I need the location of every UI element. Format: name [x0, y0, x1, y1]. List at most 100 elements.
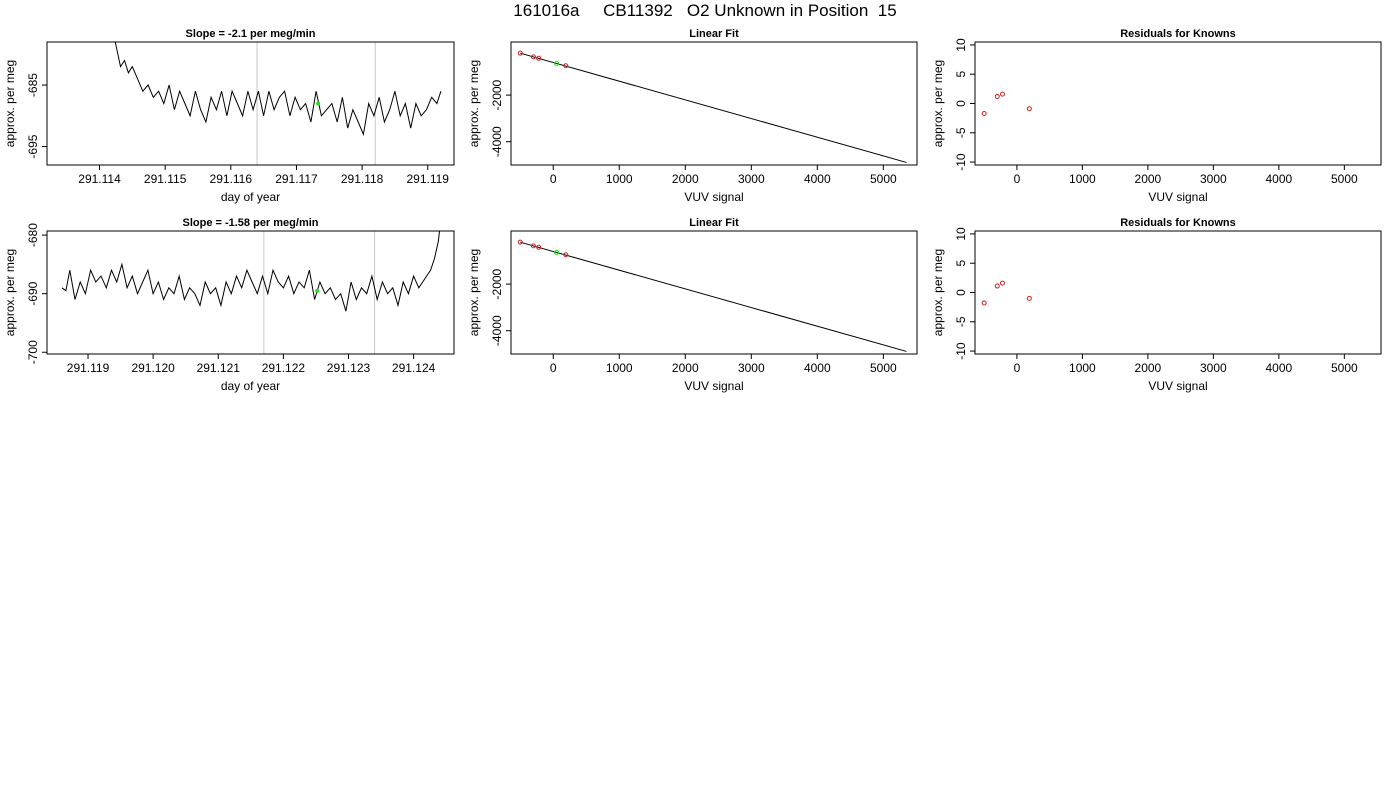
x-tick-label: 1000 [1069, 361, 1096, 375]
data-point [563, 252, 569, 258]
data-point [1026, 295, 1032, 301]
x-axis-label: VUV signal [1148, 190, 1207, 204]
x-tick-label: 0 [1014, 361, 1021, 375]
x-tick-label: 4000 [804, 172, 831, 186]
plot-frame [974, 230, 1382, 355]
panel-title: Linear Fit [689, 28, 739, 40]
plot-area [517, 239, 907, 352]
trace-top-panel: Slope = -2.1 per meg/min day of year appro… [3, 28, 455, 204]
highlight-point [315, 288, 320, 293]
y-axis-label: approx. per meg [467, 60, 481, 147]
y-axis-label: approx. per meg [3, 249, 17, 336]
x-tick-label: 0 [1014, 172, 1021, 186]
y-tick-label: -5 [954, 316, 968, 327]
y-tick-label: 5 [954, 71, 968, 78]
x-tick-label: 291.121 [197, 361, 241, 375]
x-tick-label: 3000 [1200, 172, 1227, 186]
x-tick-label: 1000 [1069, 172, 1096, 186]
y-tick-label: 5 [954, 260, 968, 267]
panel-title: Residuals for Knowns [1120, 217, 1236, 229]
x-tick-label: 1000 [606, 361, 633, 375]
plot-frame [46, 230, 455, 355]
plot-frame [510, 41, 918, 166]
y-tick-label: -10 [954, 153, 968, 171]
x-axis-label: VUV signal [1148, 379, 1207, 393]
x-tick-label: 2000 [672, 361, 699, 375]
plot-frame [510, 230, 918, 355]
data-line [61, 231, 441, 312]
plot-area [981, 91, 1032, 116]
x-tick-label: 5000 [1331, 172, 1358, 186]
data-point [536, 55, 542, 61]
data-point [1000, 91, 1006, 97]
data-line [114, 42, 442, 137]
y-tick-label: 10 [954, 227, 968, 241]
resid-bottom-panel: Residuals for Knowns VUV signal approx. pe… [931, 217, 1382, 393]
y-tick-label: -700 [26, 340, 40, 364]
panel-title: Linear Fit [689, 217, 739, 229]
data-point [554, 249, 560, 255]
x-tick-label: 291.117 [275, 172, 318, 186]
fit-line [520, 241, 907, 352]
x-axis-label: VUV signal [684, 379, 743, 393]
data-point [517, 50, 523, 56]
x-tick-label: 5000 [1331, 361, 1358, 375]
y-tick-label: -680 [26, 223, 40, 247]
x-axis-label: day of year [221, 190, 280, 204]
x-tick-label: 4000 [804, 361, 831, 375]
data-point [1026, 106, 1032, 112]
x-tick-label: 4000 [1265, 361, 1292, 375]
data-point [530, 243, 536, 249]
data-point [994, 93, 1000, 99]
panel-title: Slope = -2.1 per meg/min [186, 28, 316, 40]
x-tick-label: 291.115 [144, 172, 187, 186]
x-tick-label: 2000 [1135, 361, 1162, 375]
x-tick-label: 0 [550, 172, 557, 186]
y-tick-label: 0 [954, 100, 968, 107]
y-tick-label: -4000 [490, 126, 504, 157]
data-point [981, 110, 987, 116]
x-tick-label: 291.114 [78, 172, 121, 186]
plot-frame [974, 41, 1382, 166]
plot-area [61, 231, 441, 312]
x-tick-label: 3000 [1200, 361, 1227, 375]
plot-frame [46, 41, 455, 166]
data-point [517, 239, 523, 245]
data-point [1000, 280, 1006, 286]
y-tick-label: 10 [954, 38, 968, 52]
y-tick-label: -4000 [490, 315, 504, 346]
x-tick-label: 291.123 [327, 361, 371, 375]
y-tick-label: -685 [26, 73, 40, 97]
y-tick-label: 0 [954, 289, 968, 296]
x-tick-label: 291.116 [210, 172, 253, 186]
x-tick-label: 3000 [738, 172, 765, 186]
y-tick-label: -695 [26, 134, 40, 158]
fit-bottom-panel: Linear Fit VUV signal approx. per meg 0 1000… [467, 217, 918, 393]
x-tick-label: 5000 [870, 361, 897, 375]
x-tick-label: 4000 [1265, 172, 1292, 186]
data-point [994, 283, 1000, 289]
resid-top-panel: Residuals for Knowns VUV signal approx. pe… [931, 28, 1382, 204]
data-point [981, 300, 987, 306]
panel-title: Residuals for Knowns [1120, 28, 1236, 40]
trace-bottom-panel: Slope = -1.58 per meg/min day of year appr… [3, 217, 455, 393]
data-point [536, 244, 542, 250]
x-tick-label: 2000 [672, 172, 699, 186]
fit-top-panel: Linear Fit VUV signal approx. per meg 0 1000… [467, 28, 918, 204]
panel-title: Slope = -1.58 per meg/min [182, 217, 318, 229]
x-tick-label: 291.119 [406, 172, 449, 186]
data-point [554, 60, 560, 66]
x-tick-label: 5000 [870, 172, 897, 186]
x-axis-label: VUV signal [684, 190, 743, 204]
plot-area [517, 50, 907, 163]
y-tick-label: -10 [954, 342, 968, 360]
plot-area [981, 280, 1032, 306]
x-tick-label: 291.119 [67, 361, 110, 375]
y-axis-label: approx. per meg [931, 249, 945, 336]
x-tick-label: 291.118 [341, 172, 384, 186]
figure-title: 161016a CB11392 O2 Unknown in Position 1… [513, 1, 897, 20]
x-axis-label: day of year [221, 379, 280, 393]
y-axis-label: approx. per meg [931, 60, 945, 147]
x-tick-label: 3000 [738, 361, 765, 375]
